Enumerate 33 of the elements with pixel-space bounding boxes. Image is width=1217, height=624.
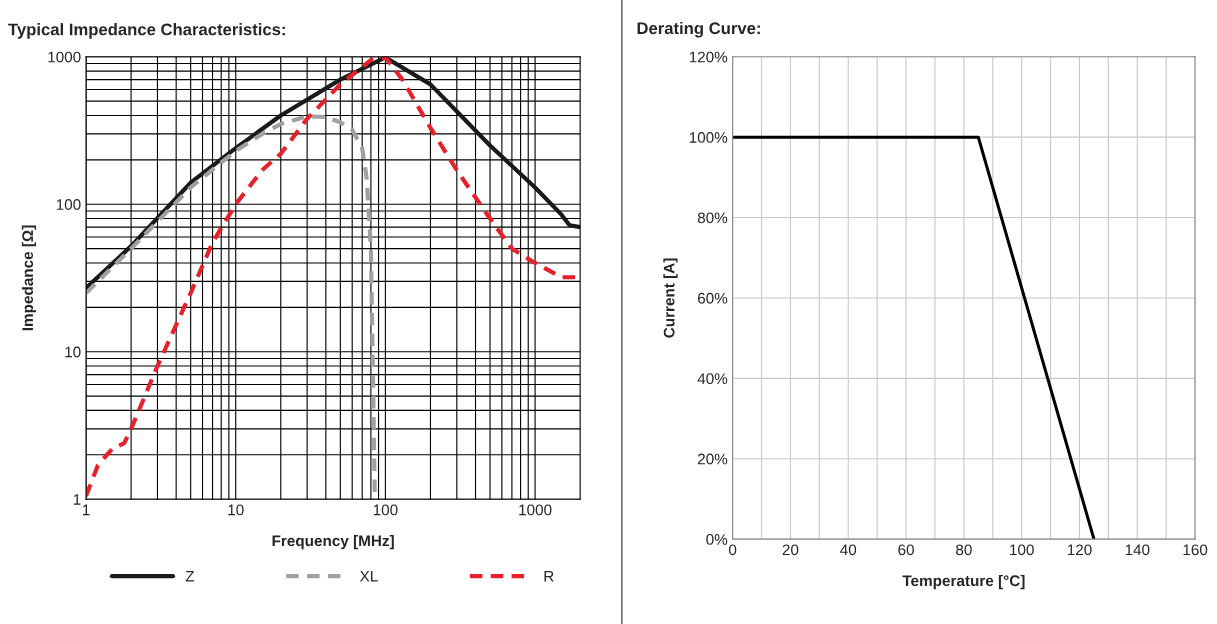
- x-tick-label: 40: [840, 544, 857, 556]
- x-tick-label: 100: [373, 504, 398, 516]
- legend-label: XL: [359, 571, 378, 582]
- chart-title: Derating Curve:: [637, 21, 760, 38]
- x-axis-title: Temperature [°C]: [902, 574, 1025, 590]
- x-tick-label: 80: [956, 544, 972, 556]
- y-tick-label: 80%: [697, 212, 728, 224]
- y-tick-label: 60%: [697, 292, 728, 304]
- x-tick-label: 1: [82, 504, 90, 516]
- y-tick-label: 120%: [689, 51, 728, 63]
- x-tick-label: 100: [1010, 544, 1034, 556]
- chart-title: Typical Impedance Characteristics:: [8, 23, 285, 39]
- y-tick-label: 40%: [697, 373, 728, 385]
- x-tick-label: 1000: [519, 504, 552, 516]
- x-tick-label: 0: [728, 544, 737, 556]
- x-tick-label: 120: [1067, 544, 1092, 556]
- y-axis-title: Current [A]: [663, 258, 678, 338]
- x-tick-label: 140: [1125, 544, 1150, 556]
- x-axis-title: Frequency [MHz]: [272, 534, 394, 550]
- y-tick-label: 10: [65, 346, 81, 358]
- x-tick-label: 60: [898, 544, 914, 556]
- x-tick-label: 20: [782, 544, 799, 556]
- y-tick-label: 100%: [689, 132, 728, 143]
- y-tick-label: 1000: [48, 51, 81, 63]
- y-tick-label: 1: [73, 494, 81, 505]
- x-tick-label: 160: [1183, 544, 1208, 556]
- y-tick-label: 100: [56, 199, 81, 210]
- legend-label: Z: [185, 571, 195, 582]
- x-tick-label: 10: [228, 504, 244, 516]
- y-axis-title: Impedance [Ω]: [21, 225, 37, 331]
- y-tick-label: 20%: [697, 453, 728, 465]
- y-tick-label: 0%: [706, 534, 728, 545]
- legend-label: R: [544, 571, 554, 582]
